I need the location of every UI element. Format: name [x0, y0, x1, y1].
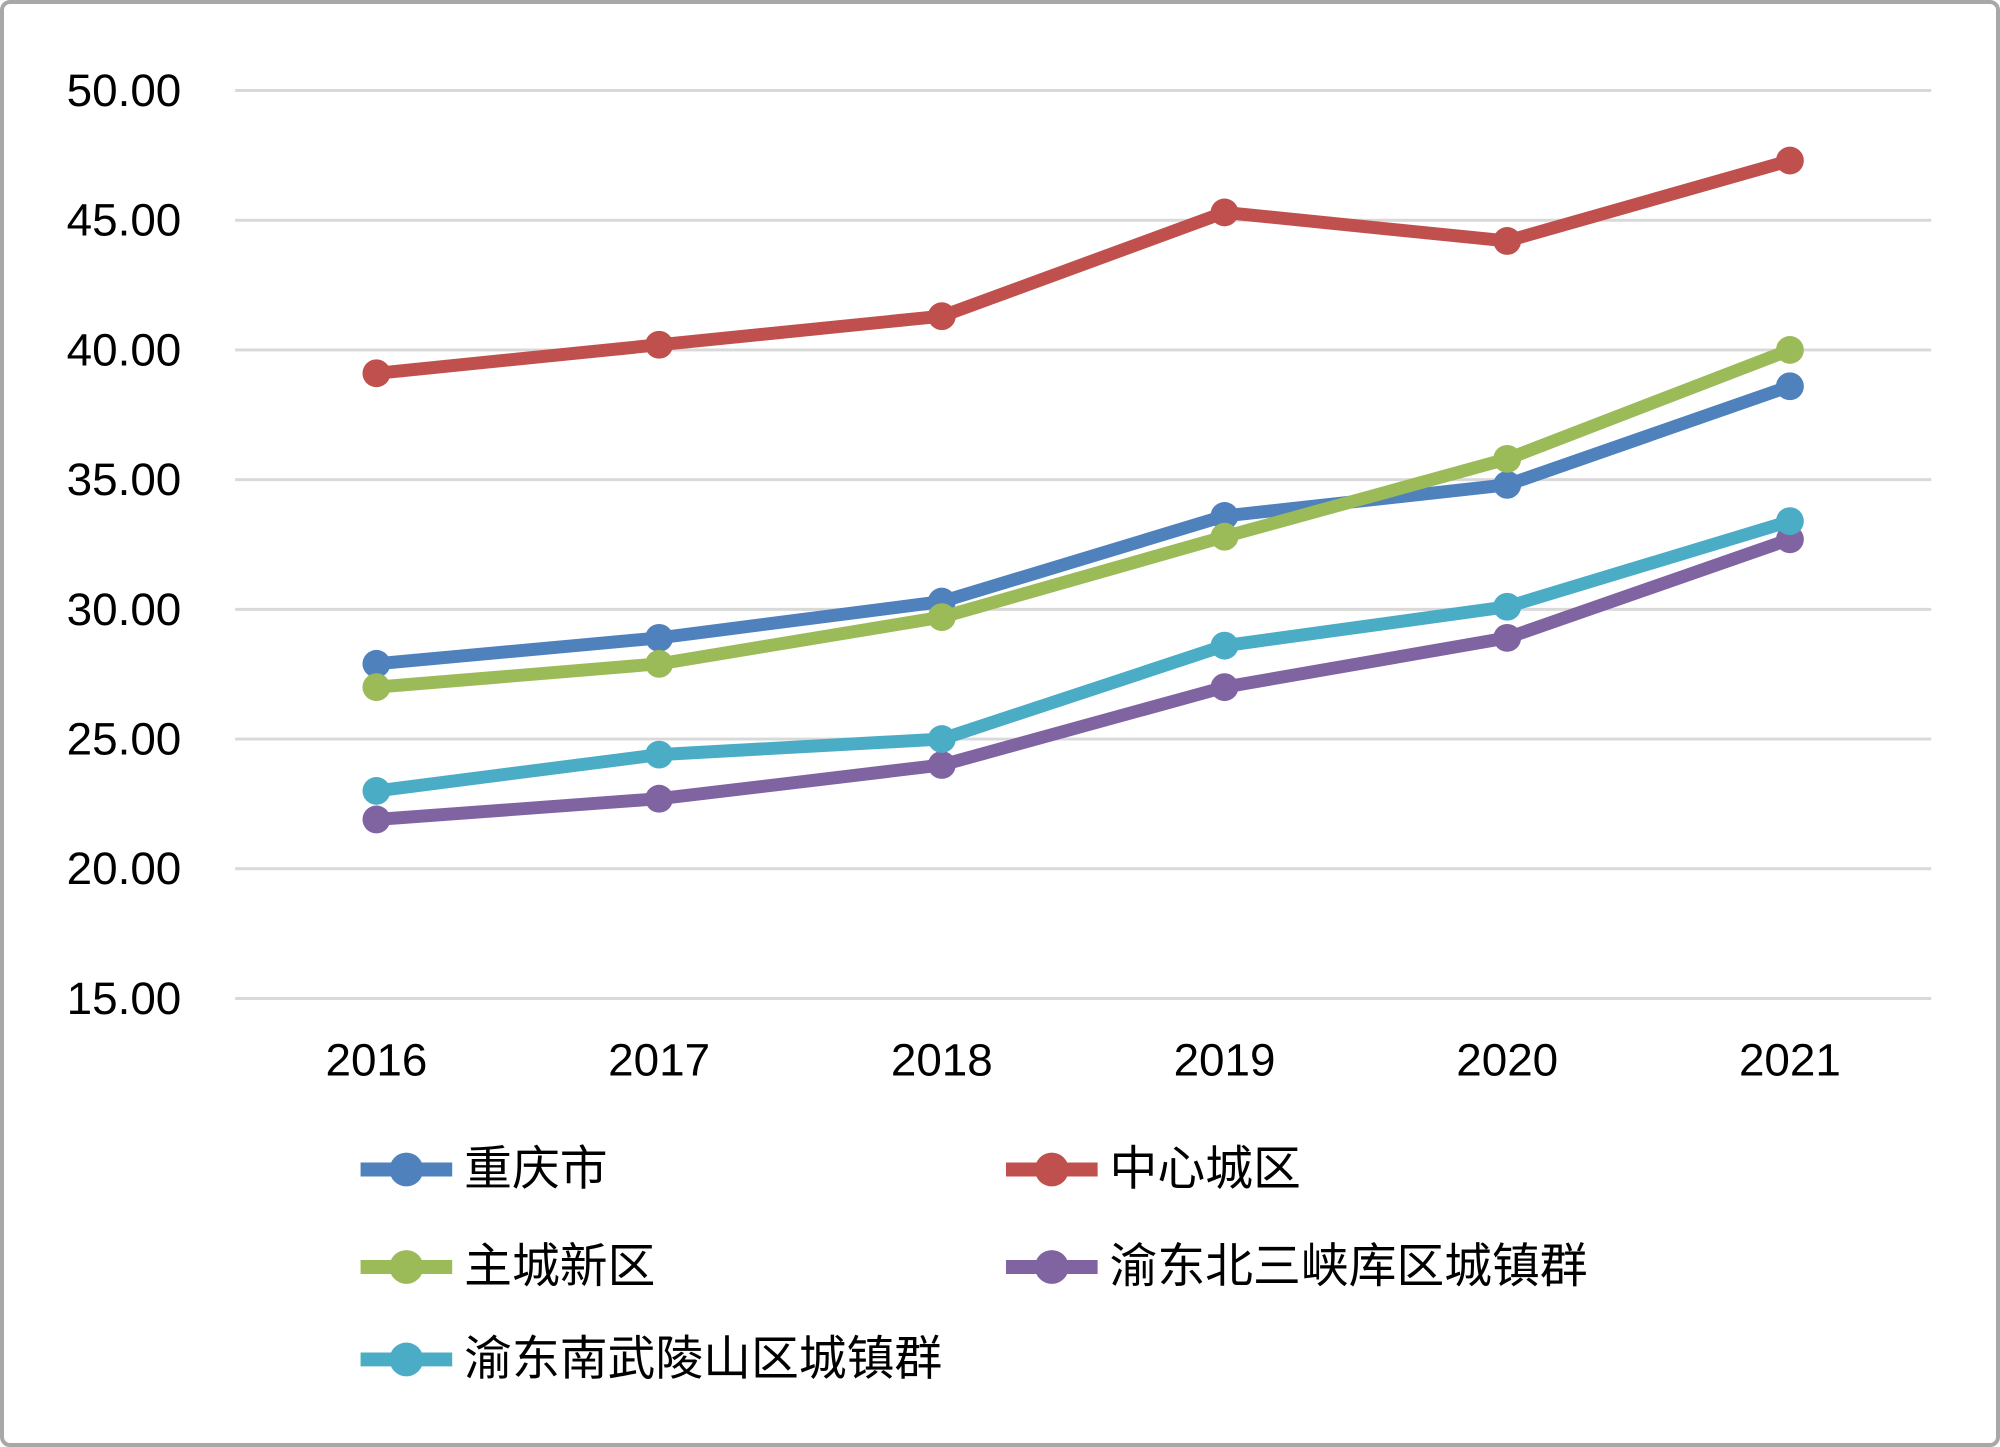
- legend-label: 主城新区: [464, 1239, 655, 1294]
- y-axis-tick-label: 35.00: [67, 454, 182, 505]
- data-point-marker: [645, 623, 674, 652]
- legend-marker-dot: [1034, 1152, 1069, 1187]
- y-axis-tick-label: 20.00: [67, 843, 182, 894]
- data-point-marker: [1493, 227, 1522, 255]
- data-point-marker: [927, 751, 956, 779]
- series-line: [369, 514, 1797, 798]
- y-axis-tick-label: 30.00: [67, 584, 182, 635]
- data-point-marker: [1493, 444, 1522, 473]
- x-axis-tick-label: 2019: [1174, 1035, 1276, 1086]
- legend-label: 渝东南武陵山区城镇群: [464, 1332, 942, 1387]
- x-axis-tick-label: 2018: [891, 1035, 993, 1086]
- data-point-marker: [1775, 507, 1804, 536]
- data-point-marker: [362, 805, 391, 834]
- legend-item: 重庆市: [360, 1142, 608, 1197]
- legend-label: 渝东北三峡库区城镇群: [1110, 1239, 1588, 1294]
- y-axis-tick-label: 25.00: [67, 714, 182, 765]
- y-axis: 50.00 45.00 40.00 35.00 30.00 25.00 20.00 15.00: [67, 65, 182, 1024]
- y-axis-tick-label: 40.00: [67, 324, 182, 375]
- x-axis-tick-label: 2020: [1456, 1035, 1558, 1086]
- data-point-marker: [1210, 673, 1239, 702]
- series-0: [362, 372, 1804, 678]
- data-point-marker: [927, 725, 956, 753]
- data-point-marker: [362, 359, 391, 388]
- data-point-marker: [645, 649, 674, 678]
- legend-item: 渝东南武陵山区城镇群: [360, 1332, 942, 1387]
- gridlines: [235, 89, 1932, 1000]
- x-axis-tick-label: 2017: [608, 1035, 710, 1086]
- x-axis-tick-label: 2016: [325, 1035, 427, 1086]
- series-line: [369, 154, 1797, 380]
- data-point-marker: [1493, 592, 1522, 621]
- data-point-marker: [927, 302, 956, 331]
- legend-marker-dot: [389, 1152, 424, 1187]
- data-point-marker: [645, 740, 674, 769]
- legend-item: 主城新区: [360, 1239, 655, 1294]
- series-line: [369, 379, 1797, 671]
- series-line: [369, 343, 1797, 694]
- data-point-marker: [1775, 336, 1804, 364]
- series-2: [362, 336, 1804, 702]
- series-3: [362, 525, 1804, 834]
- data-point-marker: [362, 673, 391, 702]
- data-point-marker: [1210, 502, 1239, 530]
- line-chart: 50.00 45.00 40.00 35.00 30.00 25.00 20.00 15.00…: [67, 65, 1932, 1387]
- series-line: [369, 532, 1797, 826]
- legend-marker-dot: [389, 1342, 424, 1377]
- legend-label: 重庆市: [464, 1142, 607, 1197]
- data-point-marker: [927, 603, 956, 632]
- x-axis: 2016 2017 2018 2019 2020 2021: [325, 1035, 1840, 1086]
- data-point-marker: [362, 649, 391, 678]
- legend-label: 中心城区: [1110, 1142, 1301, 1197]
- legend-item: 中心城区: [1005, 1142, 1301, 1197]
- series-1: [362, 146, 1804, 388]
- data-point-marker: [362, 777, 391, 805]
- data-point-marker: [1210, 198, 1239, 227]
- y-axis-tick-label: 15.00: [67, 973, 182, 1024]
- y-axis-tick-label: 50.00: [67, 65, 182, 116]
- y-axis-tick-label: 45.00: [67, 195, 182, 246]
- data-point-marker: [645, 784, 674, 813]
- data-point-marker: [1493, 470, 1522, 499]
- legend-marker-dot: [389, 1250, 424, 1284]
- data-point-marker: [1775, 372, 1804, 401]
- data-point-marker: [1775, 146, 1804, 175]
- legend-item: 渝东北三峡库区城镇群: [1005, 1239, 1588, 1294]
- legend-marker-dot: [1034, 1250, 1069, 1284]
- data-point-marker: [645, 330, 674, 359]
- data-point-marker: [1210, 522, 1239, 551]
- x-axis-tick-label: 2021: [1739, 1035, 1841, 1086]
- series-4: [362, 507, 1804, 805]
- data-point-marker: [1210, 631, 1239, 660]
- data-point-marker: [1493, 623, 1522, 652]
